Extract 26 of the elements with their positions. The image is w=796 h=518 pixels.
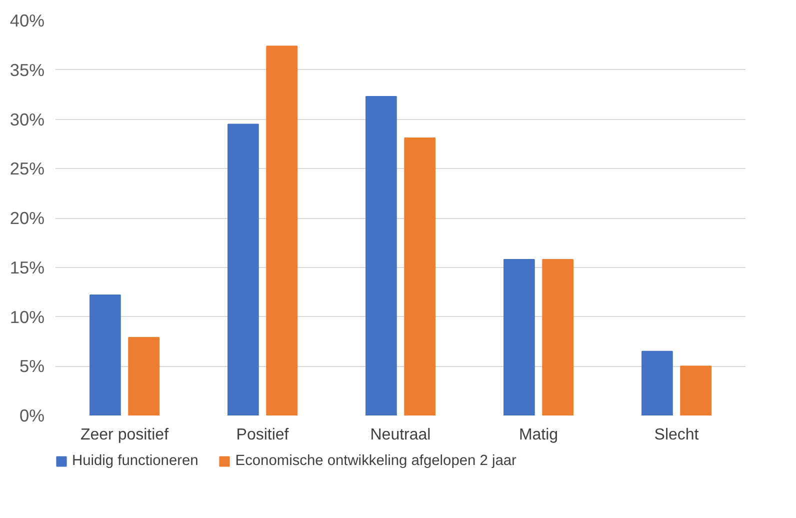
y-tick-label: 40% [10,10,45,30]
y-tick-label: 0% [19,406,44,426]
x-tick-label: Matig [518,426,558,444]
bar [642,350,673,416]
legend-label: Economische ontwikkeling afgelopen 2 jaar [235,453,516,469]
y-tick-label: 35% [10,60,45,80]
bar [542,258,574,416]
bar [90,294,121,416]
bar [404,138,436,416]
bar [504,258,535,416]
x-tick-label: Zeer positief [80,426,170,444]
legend-label: Huidig functioneren [72,453,198,469]
y-tick-label: 30% [10,109,45,130]
y-tick-label: 10% [10,306,45,327]
y-tick-label: 20% [10,208,45,228]
y-tick-label: 25% [10,158,45,179]
y-tick-label: 15% [10,257,45,278]
bar [366,96,397,416]
bar [266,46,298,416]
y-tick-label: 5% [19,356,44,376]
bar [680,366,712,416]
x-tick-label: Positief [236,426,290,444]
x-tick-label: Neutraal [370,426,431,444]
x-tick-label: Slecht [654,426,700,444]
bar [228,124,259,416]
bar [128,336,160,416]
